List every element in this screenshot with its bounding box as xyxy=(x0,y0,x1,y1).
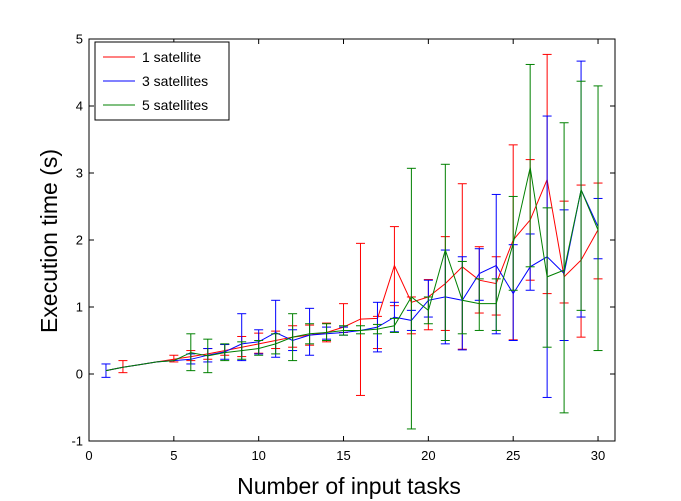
series-line xyxy=(105,167,599,372)
x-tick-label: 25 xyxy=(506,448,520,463)
x-tick-label: 0 xyxy=(85,448,92,463)
y-tick-label: 0 xyxy=(76,367,83,382)
x-axis-label: Number of input tasks xyxy=(237,473,461,499)
x-tick-label: 30 xyxy=(591,448,605,463)
series-line xyxy=(105,177,599,372)
y-axis-label: Execution time (s) xyxy=(36,149,62,333)
x-tick-label: 10 xyxy=(251,448,265,463)
x-tick-label: 5 xyxy=(170,448,177,463)
x-tick-label: 20 xyxy=(421,448,435,463)
legend-label: 3 satellites xyxy=(142,73,208,89)
y-tick-label: 1 xyxy=(76,300,83,315)
y-tick-label: 5 xyxy=(76,32,83,47)
y-tick-label: 4 xyxy=(76,99,83,114)
y-tick-label: 3 xyxy=(76,166,83,181)
series-3 xyxy=(105,63,603,430)
legend: 1 satellite 3 satellites 5 satellites xyxy=(94,41,230,121)
series-line xyxy=(105,188,599,372)
y-tick-label: 2 xyxy=(76,233,83,248)
y-tick-label: -1 xyxy=(71,434,83,449)
legend-label: 5 satellites xyxy=(142,97,208,113)
x-tick-label: 15 xyxy=(336,448,350,463)
legend-label: 1 satellite xyxy=(142,49,201,65)
